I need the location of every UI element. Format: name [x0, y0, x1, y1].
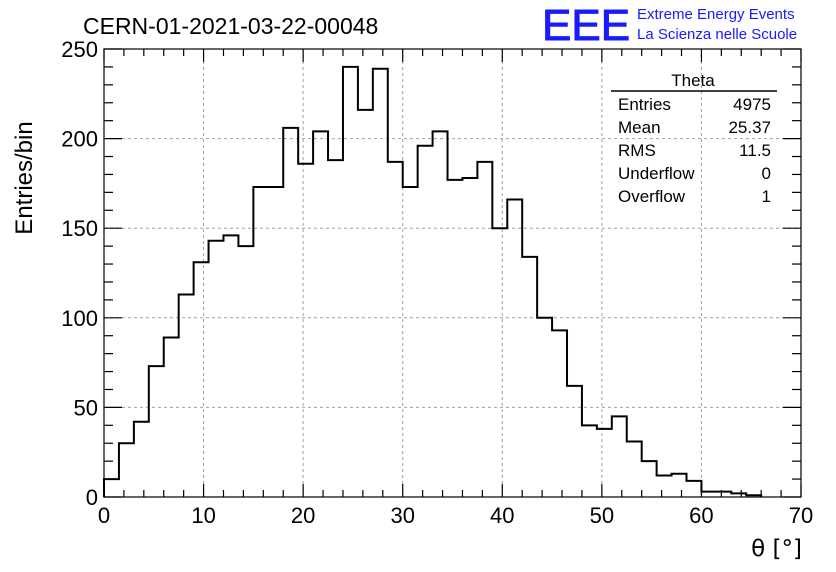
x-tick-label: 70	[789, 503, 813, 528]
stats-label: Mean	[618, 118, 661, 137]
stats-value: 4975	[733, 95, 771, 114]
histogram-series	[103, 65, 763, 497]
x-tick-label: 50	[590, 503, 614, 528]
x-tick-label: 20	[291, 503, 315, 528]
stats-title: Theta	[671, 71, 715, 90]
y-tick-label: 250	[61, 37, 98, 62]
y-tick-label: 100	[61, 306, 98, 331]
stats-label: Entries	[618, 95, 671, 114]
logo-line-1: Extreme Energy Events	[637, 6, 795, 23]
stats-box: Theta Entries 4975 Mean 25.37 RMS 11.5 U…	[611, 71, 777, 206]
x-axis-label: θ [°]	[751, 536, 802, 562]
stats-value: 25.37	[728, 118, 771, 137]
run-title: CERN-01-2021-03-22-00048	[83, 13, 378, 39]
grid	[104, 49, 801, 497]
axis-ticks	[103, 48, 802, 498]
stats-label: RMS	[618, 141, 656, 160]
eee-logo: EEE Extreme Energy Events La Scienza nel…	[542, 1, 798, 51]
plot-frame	[103, 48, 802, 498]
x-tick-label: 60	[689, 503, 713, 528]
x-tick-label: 30	[390, 503, 414, 528]
eee-logo-text: EEE	[542, 1, 630, 50]
stats-value: 11.5	[739, 141, 771, 160]
x-tick-label: 0	[98, 503, 110, 528]
y-tick-label: 150	[61, 216, 98, 241]
stats-value: 0	[762, 164, 771, 183]
y-tick-label: 50	[74, 395, 98, 420]
y-tick-label: 0	[86, 485, 98, 510]
stats-label: Overflow	[618, 187, 686, 206]
stats-value: 1	[762, 187, 771, 206]
x-tick-label: 10	[191, 503, 215, 528]
stats-label: Underflow	[618, 164, 695, 183]
logo-line-2: La Scienza nelle Scuole	[637, 26, 797, 43]
y-tick-label: 200	[61, 127, 98, 152]
y-axis-label: Entries/bin	[11, 121, 38, 234]
x-tick-label: 40	[490, 503, 514, 528]
